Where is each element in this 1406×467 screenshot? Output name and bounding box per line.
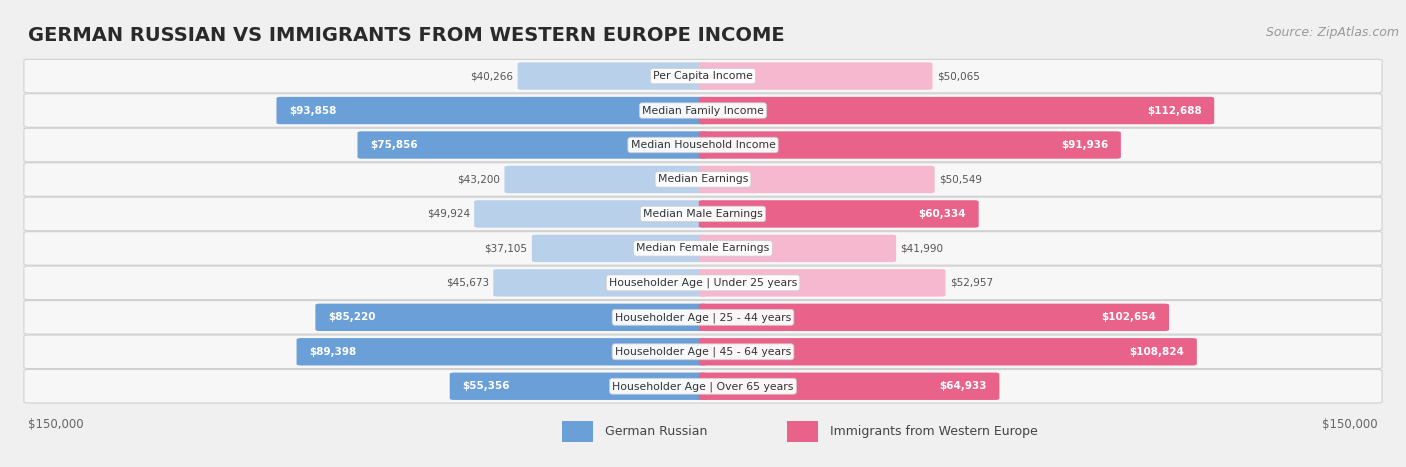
FancyBboxPatch shape [562, 421, 593, 443]
Text: $60,334: $60,334 [918, 209, 966, 219]
FancyBboxPatch shape [450, 373, 707, 400]
Text: Householder Age | 25 - 44 years: Householder Age | 25 - 44 years [614, 312, 792, 323]
Text: $150,000: $150,000 [28, 418, 84, 432]
Text: $40,266: $40,266 [471, 71, 513, 81]
FancyBboxPatch shape [699, 338, 1197, 366]
Text: $52,957: $52,957 [949, 278, 993, 288]
FancyBboxPatch shape [699, 235, 896, 262]
FancyBboxPatch shape [699, 97, 1215, 124]
Text: $37,105: $37,105 [485, 243, 527, 254]
FancyBboxPatch shape [277, 97, 707, 124]
Text: $108,824: $108,824 [1129, 347, 1184, 357]
FancyBboxPatch shape [24, 369, 1382, 403]
Text: $85,220: $85,220 [328, 312, 375, 322]
FancyBboxPatch shape [24, 163, 1382, 196]
FancyBboxPatch shape [357, 131, 707, 159]
Text: $50,065: $50,065 [936, 71, 980, 81]
Text: Immigrants from Western Europe: Immigrants from Western Europe [830, 425, 1038, 439]
FancyBboxPatch shape [24, 266, 1382, 300]
Text: Source: ZipAtlas.com: Source: ZipAtlas.com [1265, 26, 1399, 39]
Text: $150,000: $150,000 [1322, 418, 1378, 432]
FancyBboxPatch shape [24, 128, 1382, 162]
FancyBboxPatch shape [494, 269, 707, 297]
FancyBboxPatch shape [474, 200, 707, 227]
FancyBboxPatch shape [699, 269, 945, 297]
FancyBboxPatch shape [699, 131, 1121, 159]
Text: $55,356: $55,356 [463, 381, 510, 391]
FancyBboxPatch shape [24, 94, 1382, 127]
Text: Householder Age | Under 25 years: Householder Age | Under 25 years [609, 277, 797, 288]
Text: Householder Age | 45 - 64 years: Householder Age | 45 - 64 years [614, 347, 792, 357]
FancyBboxPatch shape [699, 166, 935, 193]
Text: Median Female Earnings: Median Female Earnings [637, 243, 769, 254]
Text: Median Earnings: Median Earnings [658, 175, 748, 184]
FancyBboxPatch shape [315, 304, 707, 331]
FancyBboxPatch shape [517, 63, 707, 90]
Text: $75,856: $75,856 [370, 140, 418, 150]
Text: $91,936: $91,936 [1062, 140, 1108, 150]
FancyBboxPatch shape [699, 200, 979, 227]
Text: Per Capita Income: Per Capita Income [652, 71, 754, 81]
FancyBboxPatch shape [699, 63, 932, 90]
Text: $93,858: $93,858 [290, 106, 336, 115]
FancyBboxPatch shape [24, 335, 1382, 368]
Text: German Russian: German Russian [605, 425, 707, 439]
FancyBboxPatch shape [24, 197, 1382, 231]
Text: $50,549: $50,549 [939, 175, 981, 184]
Text: GERMAN RUSSIAN VS IMMIGRANTS FROM WESTERN EUROPE INCOME: GERMAN RUSSIAN VS IMMIGRANTS FROM WESTER… [28, 26, 785, 45]
Text: $112,688: $112,688 [1147, 106, 1202, 115]
Text: $43,200: $43,200 [457, 175, 501, 184]
Text: Median Household Income: Median Household Income [630, 140, 776, 150]
FancyBboxPatch shape [24, 301, 1382, 334]
FancyBboxPatch shape [531, 235, 707, 262]
FancyBboxPatch shape [505, 166, 707, 193]
Text: Householder Age | Over 65 years: Householder Age | Over 65 years [612, 381, 794, 391]
FancyBboxPatch shape [297, 338, 707, 366]
Text: $64,933: $64,933 [939, 381, 987, 391]
Text: $102,654: $102,654 [1101, 312, 1156, 322]
Text: $41,990: $41,990 [900, 243, 943, 254]
Text: Median Family Income: Median Family Income [643, 106, 763, 115]
Text: $89,398: $89,398 [309, 347, 357, 357]
FancyBboxPatch shape [24, 232, 1382, 265]
FancyBboxPatch shape [24, 59, 1382, 93]
FancyBboxPatch shape [699, 373, 1000, 400]
FancyBboxPatch shape [699, 304, 1168, 331]
Text: Median Male Earnings: Median Male Earnings [643, 209, 763, 219]
Text: $49,924: $49,924 [427, 209, 470, 219]
FancyBboxPatch shape [787, 421, 818, 443]
Text: $45,673: $45,673 [446, 278, 489, 288]
